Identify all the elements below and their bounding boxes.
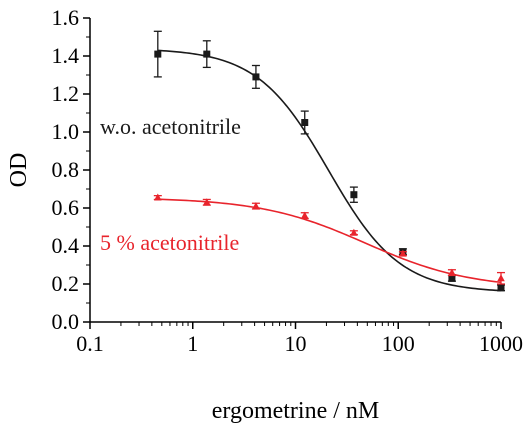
ticks: 0.1 1 10 100 1000 0.0 0.2 0.4 0.6 0.8 1.0 1.2 1.4 1.6 bbox=[52, 5, 524, 356]
y-tick-label: 0.2 bbox=[52, 271, 80, 296]
y-tick-label: 0.8 bbox=[52, 157, 80, 182]
x-tick-label: 0.1 bbox=[76, 331, 104, 356]
x-tick-label: 10 bbox=[285, 331, 307, 356]
axes bbox=[89, 18, 501, 323]
data-point-triangle bbox=[154, 193, 162, 201]
series-label-w-o-acetonitrile: w.o. acetonitrile bbox=[100, 114, 241, 139]
fit-curve-0 bbox=[157, 49, 502, 292]
data-point-triangle bbox=[497, 274, 505, 282]
y-tick-label: 0.4 bbox=[52, 233, 80, 258]
data-point-square bbox=[154, 50, 162, 58]
data-point-square bbox=[350, 191, 358, 199]
data-point-triangle bbox=[399, 249, 407, 257]
fit-curve-1 bbox=[157, 198, 502, 284]
x-tick-label: 100 bbox=[382, 331, 415, 356]
data-point-triangle bbox=[300, 211, 309, 219]
y-tick-label: 0.0 bbox=[52, 309, 80, 334]
data-point-square bbox=[252, 73, 260, 81]
fit-curves bbox=[157, 49, 502, 292]
data-point-triangle bbox=[448, 268, 456, 276]
data-points bbox=[153, 30, 505, 292]
data-point-square bbox=[301, 119, 309, 126]
y-tick-label: 1.6 bbox=[52, 5, 80, 30]
y-tick-label: 1.0 bbox=[52, 119, 80, 144]
y-tick-label: 0.6 bbox=[52, 195, 80, 220]
data-point-triangle bbox=[202, 198, 211, 206]
y-tick-label: 1.4 bbox=[52, 43, 80, 68]
data-point-square bbox=[448, 274, 456, 282]
data-point-square bbox=[203, 50, 211, 58]
y-tick-label: 1.2 bbox=[52, 81, 80, 106]
x-tick-label: 1 bbox=[187, 331, 198, 356]
x-tick-label: 1000 bbox=[479, 331, 523, 356]
data-point-triangle bbox=[350, 228, 358, 236]
data-point-triangle bbox=[252, 202, 260, 210]
data-point-square bbox=[497, 284, 505, 292]
y-axis-title: OD bbox=[6, 153, 32, 188]
series-label-5-percent-acetonitrile: 5 % acetonitrile bbox=[100, 230, 239, 255]
x-axis-title: ergometrine / nM bbox=[212, 398, 380, 424]
